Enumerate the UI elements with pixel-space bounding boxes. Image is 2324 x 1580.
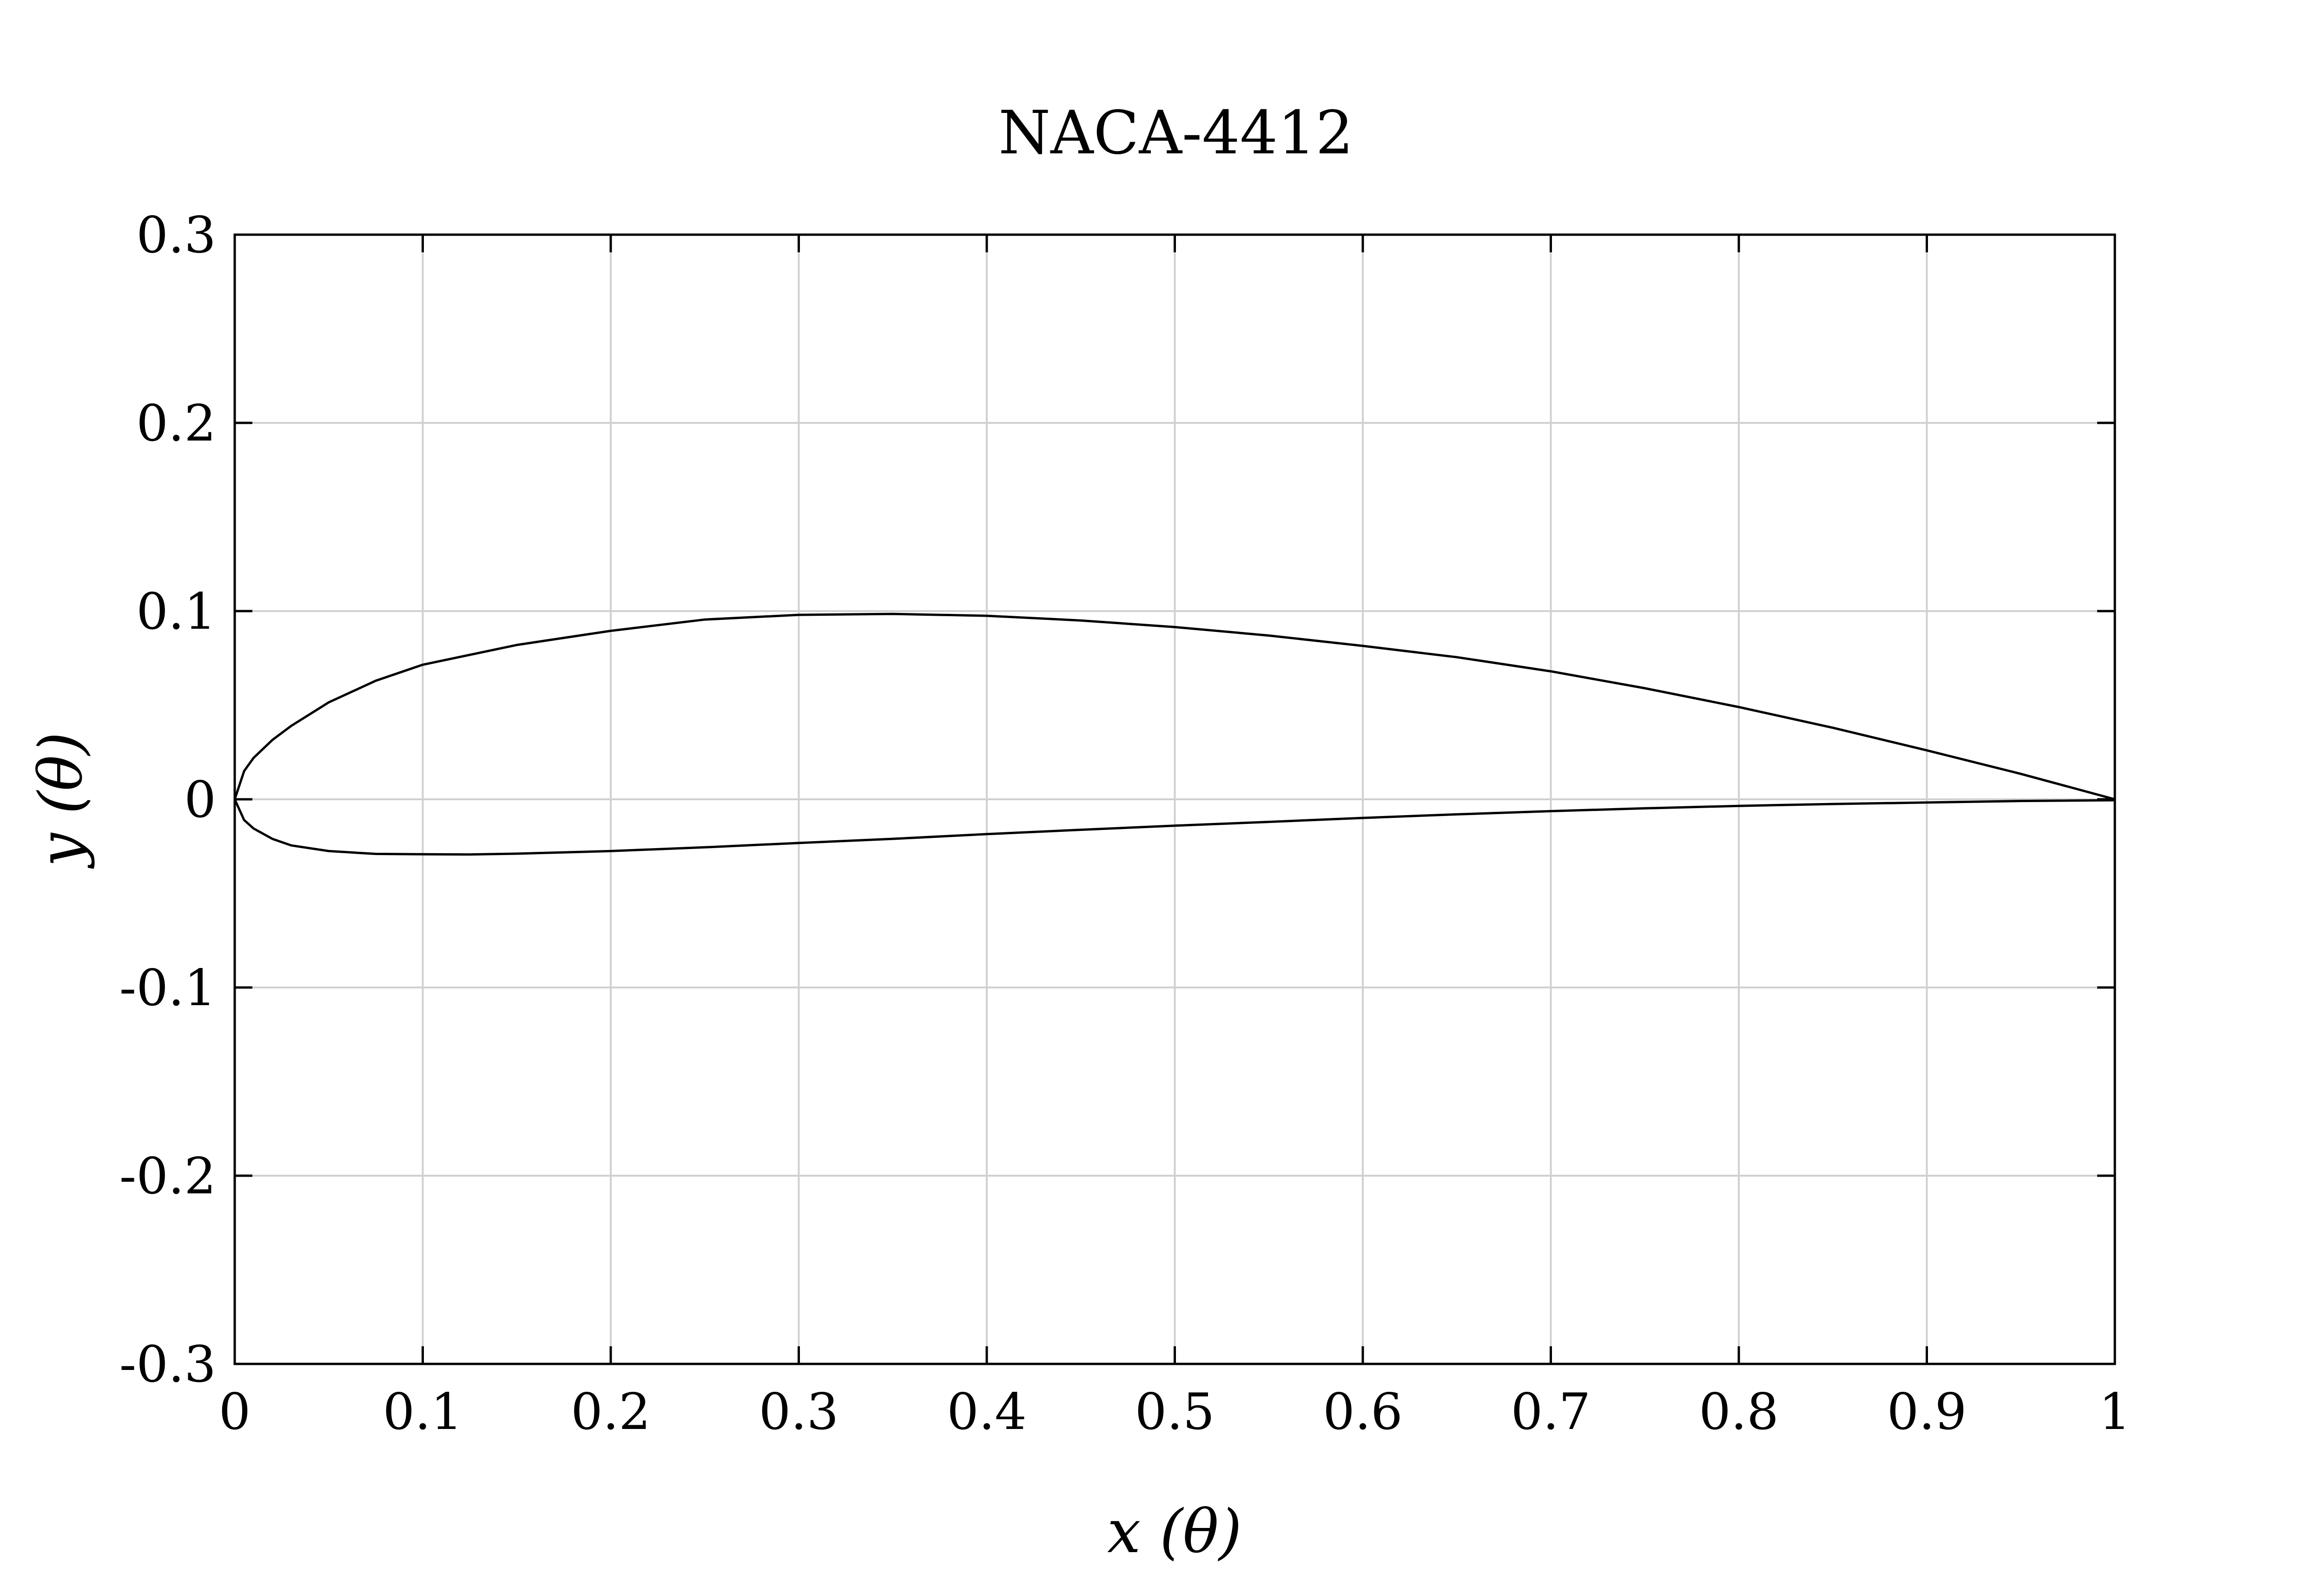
tick-labels: 0 0.1 0.2 0.3 0.4 0.5 0.6 0.7 0.8 0.9 10.30.20.10-… [119,206,2131,1441]
y-axis-label: y (θ) [26,732,96,869]
x-tick-label: 0.1 [383,1383,463,1441]
y-tick-label: -0.3 [119,1336,216,1394]
x-tick-label: 0.6 [1323,1383,1403,1441]
x-tick-label: 0.2 [571,1383,651,1441]
y-tick-label: 0.3 [136,206,216,264]
airfoil-profile-line [233,612,2115,856]
y-tick-label: 0 [184,771,216,829]
x-tick-label: 0.7 [1511,1383,1591,1441]
y-tick-label: -0.1 [119,959,216,1017]
y-tick-label: 0.2 [136,395,216,453]
y-tick-label: 0.1 [136,583,216,641]
x-tick-label: 0 [219,1383,251,1441]
chart-title: NACA-4412 [998,99,1353,168]
x-tick-label: 0.9 [1887,1383,1967,1441]
x-tick-label: 0.4 [947,1383,1027,1441]
x-tick-label: 1 [2099,1383,2131,1441]
series-layer [233,612,2115,856]
y-tick-label: -0.2 [119,1147,216,1205]
x-tick-label: 0.3 [759,1383,839,1441]
x-axis-label: x (θ) [1107,1497,1242,1567]
x-tick-label: 0.5 [1135,1383,1215,1441]
x-tick-label: 0.8 [1699,1383,1779,1441]
